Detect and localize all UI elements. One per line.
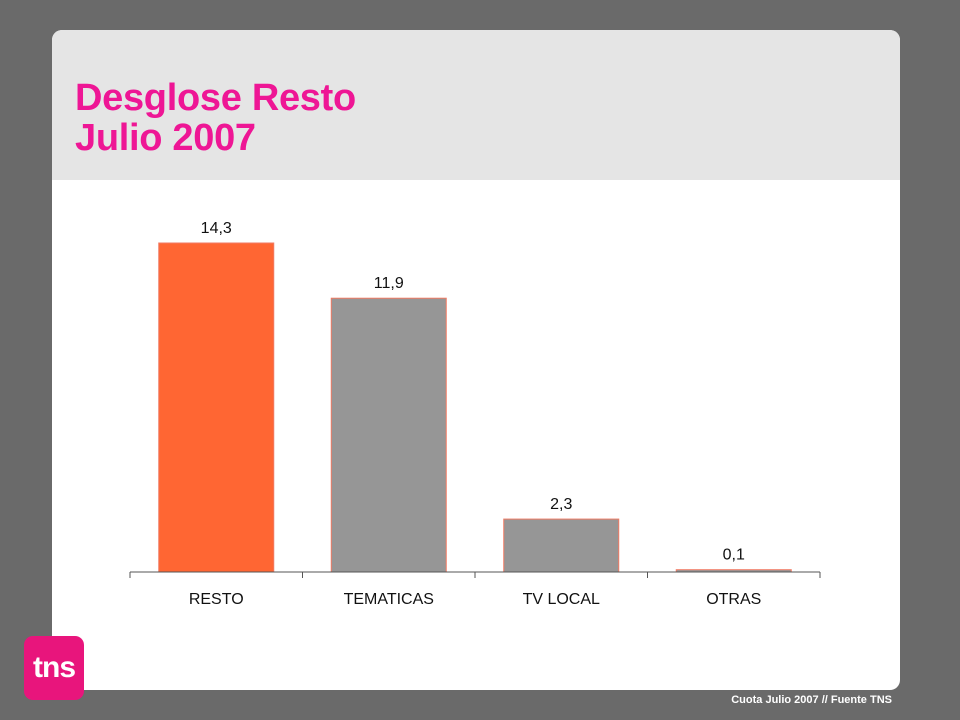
x-tick-label: TEMATICAS: [344, 591, 434, 608]
bar-resto: [158, 242, 275, 573]
x-tick-label: TV LOCAL: [523, 591, 600, 608]
logo-trademark: ™: [84, 640, 89, 646]
slide-title: Desglose Resto Julio 2007: [75, 78, 356, 158]
title-line-2: Julio 2007: [75, 117, 256, 159]
footer-source: Cuota Julio 2007 // Fuente TNS: [731, 694, 892, 706]
title-line-1: Desglose Resto: [75, 77, 356, 119]
bar-tematicas: [330, 297, 447, 573]
data-label: 11,9: [374, 275, 404, 292]
x-tick-label: RESTO: [189, 591, 244, 608]
data-label: 14,3: [201, 220, 232, 237]
x-tick-label: OTRAS: [706, 591, 761, 608]
bar-tv-local: [503, 518, 620, 573]
data-label: 0,1: [723, 547, 745, 564]
tns-logo: tns: [24, 636, 84, 700]
data-label: 2,3: [550, 496, 572, 513]
logo-text: tns: [33, 651, 76, 684]
header-band: [52, 30, 900, 180]
